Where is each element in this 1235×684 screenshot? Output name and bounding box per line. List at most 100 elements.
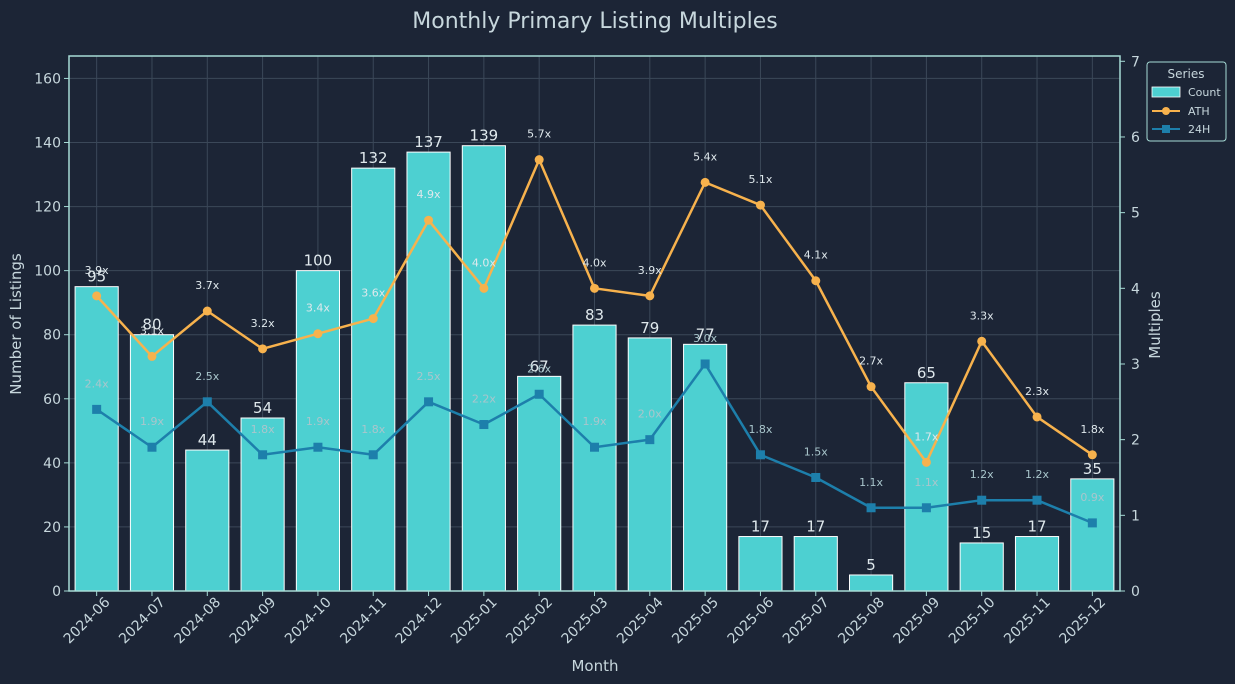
marker-24h [258,450,268,460]
legend-swatch-count [1151,86,1181,98]
value-label-ath: 4.0x [582,256,606,269]
legend-label-count: Count [1188,86,1221,99]
y2-axis-label: Multiples [1146,291,1164,359]
marker-24h [92,404,102,414]
y2-tick-label: 5 [1131,206,1140,222]
marker-ath [147,351,157,361]
marker-ath [811,276,821,286]
legend-title: Series [1168,67,1205,81]
marker-ath [645,291,655,301]
marker-24h [479,420,489,430]
y2-tick-label: 6 [1131,130,1140,146]
marker-ath [866,382,876,392]
marker-24h [1087,518,1097,528]
value-label-24h: 1.5x [804,445,828,458]
marker-24h [811,472,821,482]
value-label-ath: 5.4x [693,150,717,163]
bar-value-label: 17 [751,518,770,536]
y-tick-label: 80 [43,328,61,344]
value-label-24h: 1.8x [361,423,385,436]
value-label-ath: 3.9x [85,264,109,277]
marker-24h [202,397,212,407]
y2-tick-label: 4 [1131,281,1140,297]
marker-ath [368,314,378,324]
marker-ath [202,306,212,316]
value-label-24h: 2.2x [472,393,496,406]
value-label-ath: 3.9x [638,264,662,277]
value-label-24h: 1.2x [970,468,994,481]
marker-ath [921,457,931,467]
marker-ath [534,155,544,165]
value-label-ath: 3.6x [361,287,385,300]
legend-label-24h: 24H [1188,123,1210,136]
y-tick-label: 140 [34,135,61,151]
bar-value-label: 132 [359,149,388,167]
value-label-ath: 1.8x [1080,423,1104,436]
value-label-24h: 1.1x [914,476,938,489]
legend-marker-24h [1162,125,1170,133]
value-label-24h: 2.5x [417,370,441,383]
bar-value-label: 95 [87,268,106,286]
bar-value-label: 5 [866,556,876,574]
marker-24h [645,435,655,445]
y2-tick-label: 7 [1131,54,1140,70]
bar-value-label: 35 [1083,460,1102,478]
bar [627,337,672,592]
y-tick-label: 20 [43,520,61,536]
bar-value-labels: 95 80 44 54 100 132 137 139 67 83 79 77 17 17 5 65 15 17 3… [87,127,1102,574]
value-label-24h: 1.1x [859,476,883,489]
y-tick-label: 60 [43,392,61,408]
value-label-ath: 5.1x [748,173,772,186]
line-value-labels: 3.9x 3.1x 3.7x 3.2x 3.4x 3.6x 4.9x 4.0x 5.7x 4.0x… [85,128,1105,504]
bar-value-label: 137 [414,133,443,151]
marker-24h [1032,495,1042,505]
value-label-24h: 3.0x [693,332,717,345]
bar [849,574,894,592]
bar [129,334,175,592]
marker-ath [700,177,710,187]
bar [959,542,1004,592]
marker-24h [147,442,157,452]
y-tick-label: 0 [52,584,61,600]
bar [406,151,451,592]
bar [351,167,396,592]
bar-value-label: 15 [972,524,991,542]
value-label-ath: 3.4x [306,302,330,315]
bar [572,324,617,592]
value-label-24h: 1.9x [582,415,606,428]
marker-ath [92,291,102,301]
value-label-24h: 1.9x [306,415,330,428]
bar [683,343,728,592]
marker-24h [977,495,987,505]
bar-value-label: 17 [1027,518,1046,536]
y-axis-label: Number of Listings [7,253,25,395]
value-label-ath: 3.7x [195,279,219,292]
y-tick-label: 120 [34,200,61,216]
marker-ath [977,336,987,346]
value-label-24h: 2.5x [195,370,219,383]
bar-value-label: 17 [806,518,825,536]
marker-ath [258,344,268,354]
value-label-ath: 5.7x [527,128,551,141]
value-label-24h: 1.2x [1025,468,1049,481]
bar-value-label: 139 [470,127,499,145]
value-label-ath: 2.7x [859,355,883,368]
marker-24h [921,503,931,513]
value-label-24h: 2.0x [638,408,662,421]
y-tick-label: 100 [34,264,61,280]
value-label-ath: 3.2x [251,317,275,330]
marker-24h [424,397,434,407]
legend-label-ath: ATH [1188,105,1210,118]
y2-tick-label: 2 [1131,433,1140,449]
marker-ath [479,283,489,293]
bar [517,375,562,592]
marker-ath [424,215,434,225]
bar-value-label: 79 [640,319,659,337]
bar-value-label: 83 [585,306,604,324]
bar [793,536,838,592]
value-label-24h: 1.9x [140,415,164,428]
y2-tick-label: 1 [1131,508,1140,524]
value-label-24h: 1.8x [748,423,772,436]
value-label-ath: 4.9x [417,188,441,201]
